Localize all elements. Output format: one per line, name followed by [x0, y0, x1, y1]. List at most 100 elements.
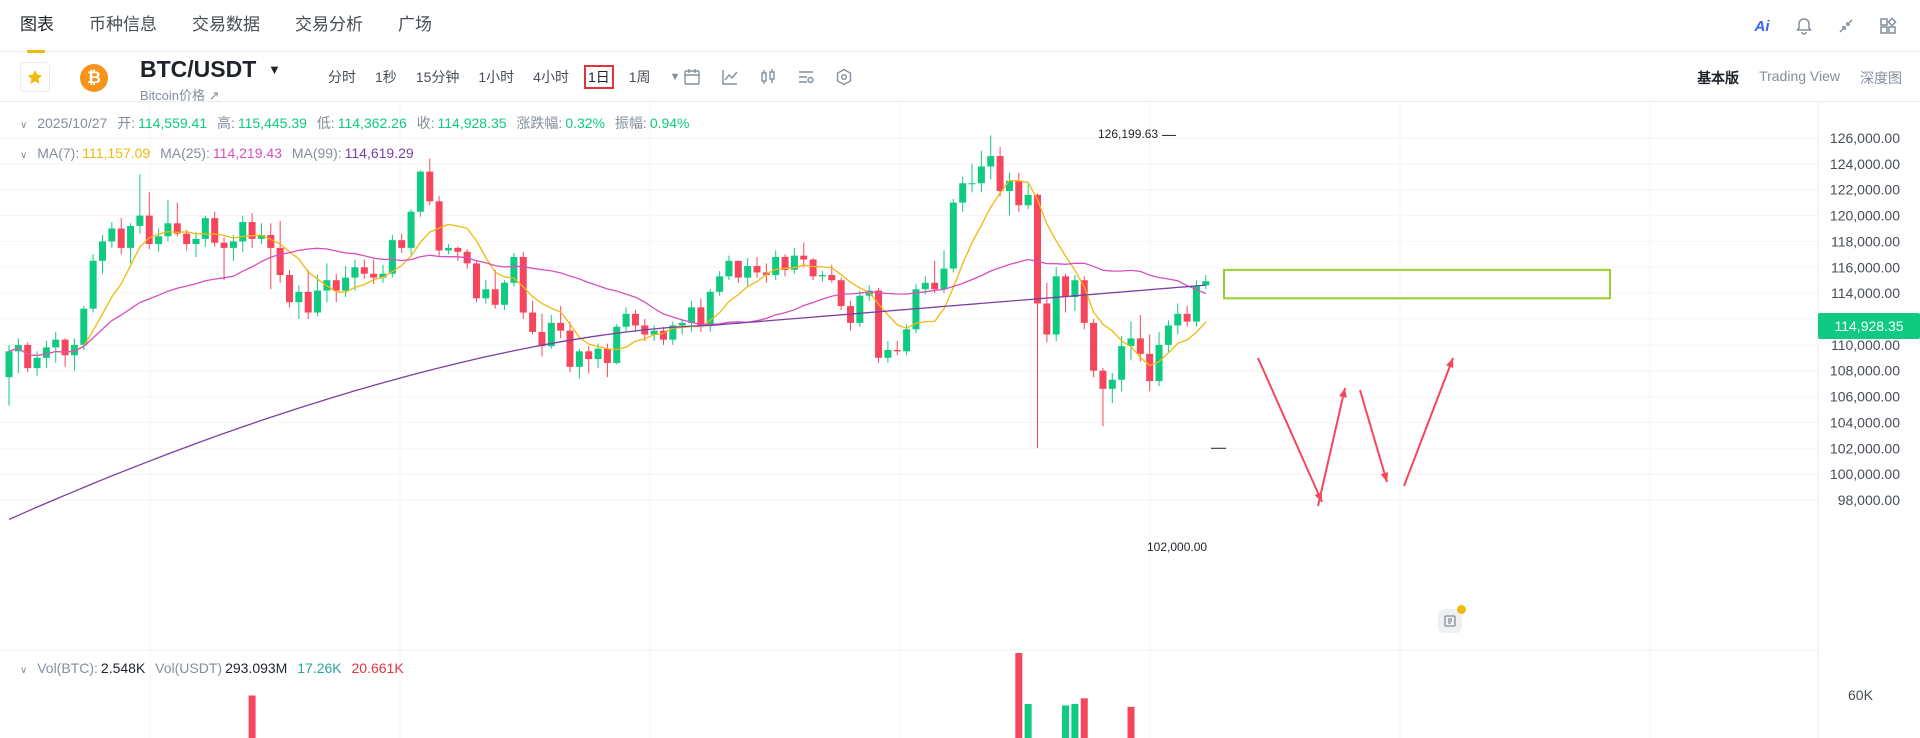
view-tradingview[interactable]: Trading View — [1759, 68, 1840, 84]
interval-15m[interactable]: 15分钟 — [415, 69, 460, 85]
candle-body — [295, 291, 303, 303]
ma99-line — [8, 284, 1206, 520]
bitcoin-logo-icon: ₿ — [80, 64, 108, 92]
interval-1d[interactable]: 1日 — [583, 65, 614, 89]
current-price-tag: 114,928.35 — [1818, 313, 1920, 339]
y-tick-label: 108,000.00 — [1830, 363, 1900, 379]
tab-chart[interactable]: 图表 — [20, 0, 54, 53]
candle-body — [1099, 370, 1107, 389]
candle-body — [1024, 194, 1032, 206]
y-tick-label: 110,000.00 — [1831, 337, 1900, 353]
y-tick-label: 100,000.00 — [1830, 466, 1900, 482]
view-basic[interactable]: 基本版 — [1697, 70, 1740, 86]
candle-body — [183, 233, 191, 245]
view-depth[interactable]: 深度图 — [1860, 70, 1902, 86]
candle-body — [678, 322, 686, 326]
date-range-icon[interactable] — [680, 65, 704, 89]
candle-body — [538, 331, 546, 347]
candle-type-icon[interactable] — [756, 65, 780, 89]
candle-body — [398, 240, 406, 248]
interval-more-icon[interactable]: ▼ — [669, 71, 681, 83]
ma-collapse-icon[interactable]: ∨ — [20, 150, 28, 161]
tab-trading-analysis[interactable]: 交易分析 — [295, 15, 363, 34]
low-label: 低: — [316, 115, 335, 131]
gear-icon[interactable] — [832, 65, 856, 89]
settings-list-icon[interactable] — [794, 65, 818, 89]
candle-body — [454, 247, 462, 252]
candle-body — [837, 280, 845, 307]
ma7-label: MA(7): — [37, 145, 80, 161]
candle-body — [1005, 180, 1013, 192]
symbol-pair[interactable]: BTC/USDT — [140, 56, 257, 82]
interval-1h[interactable]: 1小时 — [478, 69, 515, 85]
price-chart[interactable]: 126,000.00 124,000.00 122,000.00 120,000.00… — [0, 102, 1920, 738]
indicator-icon[interactable] — [718, 65, 742, 89]
tab-coin-info[interactable]: 币种信息 — [89, 15, 157, 34]
candle-body — [491, 289, 499, 305]
interval-1w[interactable]: 1周 — [628, 69, 651, 85]
candle-body — [342, 277, 350, 291]
tab-square[interactable]: 广场 — [398, 15, 432, 34]
candle-body — [734, 260, 742, 278]
ohlc-legend: ∨ 2025/10/27 开: 114,559.41 高: 115,445.39 低… — [20, 113, 696, 133]
close-label: 收: — [416, 115, 435, 131]
legend-collapse-icon[interactable]: ∨ — [20, 120, 28, 131]
high-label: 高: — [217, 115, 235, 131]
ai-icon[interactable]: Ai — [1750, 14, 1774, 38]
ma25-value: 114,219.43 — [212, 145, 282, 161]
volume-bar — [248, 695, 256, 738]
close-value: 114,928.35 — [437, 115, 507, 131]
high-marker: 126,199.63 — [1098, 127, 1159, 141]
candle-body — [286, 275, 293, 303]
candle-body — [444, 247, 452, 251]
vol-tick-label: 60K — [1848, 687, 1874, 703]
amplitude-value: 0.94% — [649, 115, 690, 131]
candle-body — [276, 247, 284, 276]
candle-body — [155, 236, 163, 245]
bell-icon[interactable] — [1792, 14, 1816, 38]
favorite-button[interactable] — [20, 62, 50, 92]
candle-body — [800, 255, 808, 260]
volume-bar — [1127, 706, 1135, 738]
resistance-zone-box — [1223, 268, 1611, 300]
candle-body — [688, 307, 696, 323]
candle-body — [585, 351, 593, 360]
candle-body — [856, 295, 864, 323]
vol-btc-label: Vol(BTC): — [37, 660, 98, 676]
interval-time[interactable]: 分时 — [328, 69, 356, 85]
interval-1s[interactable]: 1秒 — [375, 69, 397, 85]
candle-body — [660, 330, 667, 340]
candle-body — [949, 202, 957, 269]
candle-body — [435, 201, 443, 251]
candle-body — [473, 263, 480, 299]
interval-4h[interactable]: 4小时 — [533, 69, 569, 85]
assistant-icon[interactable] — [1438, 605, 1466, 633]
tab-trading-data[interactable]: 交易数据 — [192, 15, 260, 34]
symbol-subtitle[interactable]: Bitcoin价格 ↗ — [140, 88, 220, 103]
y-tick-label: 98,000.00 — [1838, 492, 1900, 508]
candle-body — [921, 282, 929, 290]
candle-body — [192, 238, 200, 245]
symbol-dropdown-icon[interactable]: ▼ — [268, 62, 281, 77]
candle-body — [510, 256, 518, 283]
candle-body — [314, 290, 322, 313]
y-tick-label: 120,000.00 — [1830, 208, 1900, 224]
candle-body — [501, 282, 509, 305]
candle-body — [781, 256, 789, 270]
candle-body — [706, 291, 714, 326]
candle-body — [772, 256, 780, 276]
vol-collapse-icon[interactable]: ∨ — [20, 665, 28, 676]
chart-canvas[interactable]: 126,000.00 124,000.00 122,000.00 120,000.00… — [0, 102, 1920, 738]
layout-icon[interactable] — [1876, 14, 1900, 38]
candle-body — [248, 222, 256, 239]
collapse-icon[interactable] — [1834, 14, 1858, 38]
candle-body — [987, 156, 995, 167]
candle-body — [1146, 353, 1154, 382]
candle-body — [884, 350, 892, 358]
candle-body — [52, 339, 60, 348]
interval-selector: 分时 1秒 15分钟 1小时 4小时 1日 1周 ▼ — [328, 65, 699, 89]
ma-legend: ∨ MA(7): 111,157.09 MA(25): 114,219.43 MA(… — [20, 145, 420, 161]
candle-body — [1015, 180, 1023, 206]
candle-body — [332, 280, 340, 291]
annotation-arrow — [1359, 389, 1388, 483]
